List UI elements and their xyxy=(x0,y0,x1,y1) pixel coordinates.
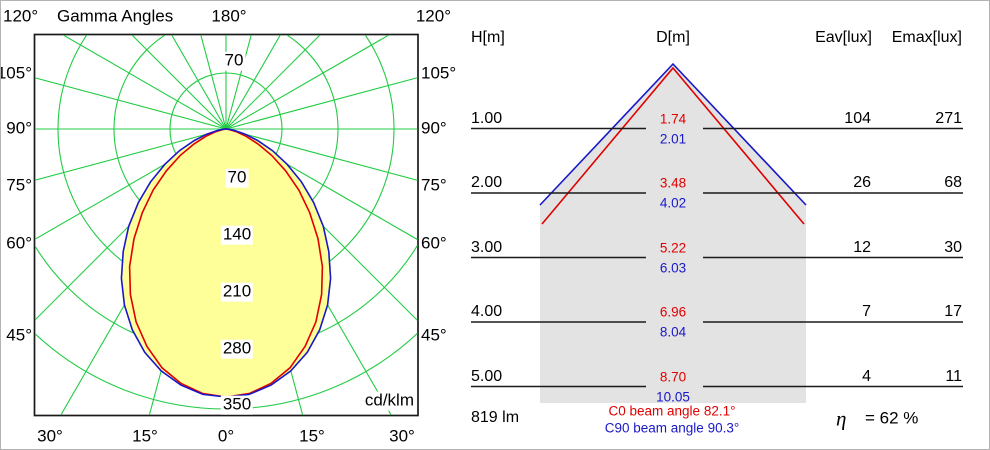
col-header-emax: Emax[lux] xyxy=(891,29,962,47)
polar-bottom-angle-15-right: 15° xyxy=(299,426,325,446)
height-value: 2.00 xyxy=(471,174,503,192)
height-value: 3.00 xyxy=(471,238,503,256)
diameter-c90-value: 2.01 xyxy=(659,131,687,147)
polar-top-center-angle-label: 180° xyxy=(211,6,247,26)
eav-value: 26 xyxy=(853,174,871,192)
col-header-eav: Eav[lux] xyxy=(815,29,872,47)
efficiency-value: = 62 % xyxy=(865,408,919,428)
eav-value: 7 xyxy=(862,303,871,321)
grid-ray-150 xyxy=(225,35,281,130)
diameter-c90-value: 8.04 xyxy=(659,324,687,340)
eav-value: 104 xyxy=(844,109,871,127)
emax-value: 30 xyxy=(944,238,962,256)
diameter-c90-value: 10.05 xyxy=(656,389,690,405)
c0-beam-angle-label: C0 beam angle 82.1° xyxy=(608,403,736,419)
eav-value: 4 xyxy=(862,367,871,385)
ring-tick-350: 350 xyxy=(220,394,254,415)
emax-value: 11 xyxy=(945,367,962,385)
polar-top-right-angle-label: 120° xyxy=(415,6,451,26)
polar-right-angle-105: 105° xyxy=(421,63,457,83)
grid-ray-120 xyxy=(225,35,390,130)
grid-ray-255 xyxy=(35,77,227,130)
col-header-height: H[m] xyxy=(471,29,505,47)
cone-c0-line xyxy=(541,66,805,225)
polar-bottom-angle-30-right: 30° xyxy=(389,426,415,446)
height-value: 4.00 xyxy=(471,303,503,321)
intensity-fill xyxy=(121,129,331,397)
cone-c90-line xyxy=(539,62,807,206)
polar-bottom-angle-0: 0° xyxy=(217,426,235,446)
polar-left-angle-60: 60° xyxy=(6,233,32,253)
polar-bottom-angle-15-left: 15° xyxy=(132,426,158,446)
ring-tick-140: 140 xyxy=(220,224,254,245)
emax-value: 17 xyxy=(944,303,962,321)
ring-tick-70: 70 xyxy=(225,167,249,188)
grid-ray-240 xyxy=(62,35,227,130)
ring-tick-70-top: 70 xyxy=(222,50,246,71)
eav-value: 12 xyxy=(853,238,871,256)
polar-right-angle-45: 45° xyxy=(421,325,447,345)
grid-ray-75 xyxy=(225,128,418,181)
eta-symbol: η xyxy=(836,406,847,431)
col-header-diameter: D[m] xyxy=(656,29,690,47)
diameter-c0-value: 1.74 xyxy=(659,111,687,127)
diameter-c0-value: 3.48 xyxy=(659,175,687,191)
polar-top-left-angle-label: 120° xyxy=(3,6,39,26)
diameter-c90-value: 4.02 xyxy=(659,195,687,211)
grid-ray-285 xyxy=(35,128,227,181)
luminous-flux-value: 819 lm xyxy=(471,409,520,427)
height-value: 5.00 xyxy=(471,367,503,385)
polar-left-angle-45: 45° xyxy=(6,325,32,345)
emax-value: 68 xyxy=(944,174,962,192)
grid-ray-135 xyxy=(225,35,321,130)
beam-cone-fill xyxy=(540,64,806,403)
height-value: 1.00 xyxy=(471,109,503,127)
polar-unit-label: cd/klm xyxy=(362,390,416,411)
diameter-c90-value: 6.03 xyxy=(659,260,687,276)
emax-value: 271 xyxy=(935,109,962,127)
polar-title: Gamma Angles xyxy=(57,6,174,26)
diameter-c0-value: 5.22 xyxy=(659,240,687,256)
polar-right-angle-75: 75° xyxy=(421,175,447,195)
c90-beam-angle-label: C90 beam angle 90.3° xyxy=(604,420,740,436)
ring-tick-280: 280 xyxy=(220,338,254,359)
polar-left-angle-90: 90° xyxy=(6,118,32,138)
polar-right-angle-60: 60° xyxy=(421,233,447,253)
diameter-c0-value: 8.70 xyxy=(659,369,687,385)
polar-bottom-angle-30-left: 30° xyxy=(37,426,63,446)
ring-tick-210: 210 xyxy=(220,281,254,302)
polar-left-angle-105: 105° xyxy=(0,63,32,83)
grid-ray-225 xyxy=(131,35,227,130)
polar-left-angle-75: 75° xyxy=(6,175,32,195)
grid-ray-210 xyxy=(171,35,227,130)
grid-ray-105 xyxy=(225,77,418,130)
diameter-c0-value: 6.96 xyxy=(659,304,687,320)
grid-ray-195 xyxy=(200,35,227,130)
polar-right-angle-90: 90° xyxy=(421,118,447,138)
